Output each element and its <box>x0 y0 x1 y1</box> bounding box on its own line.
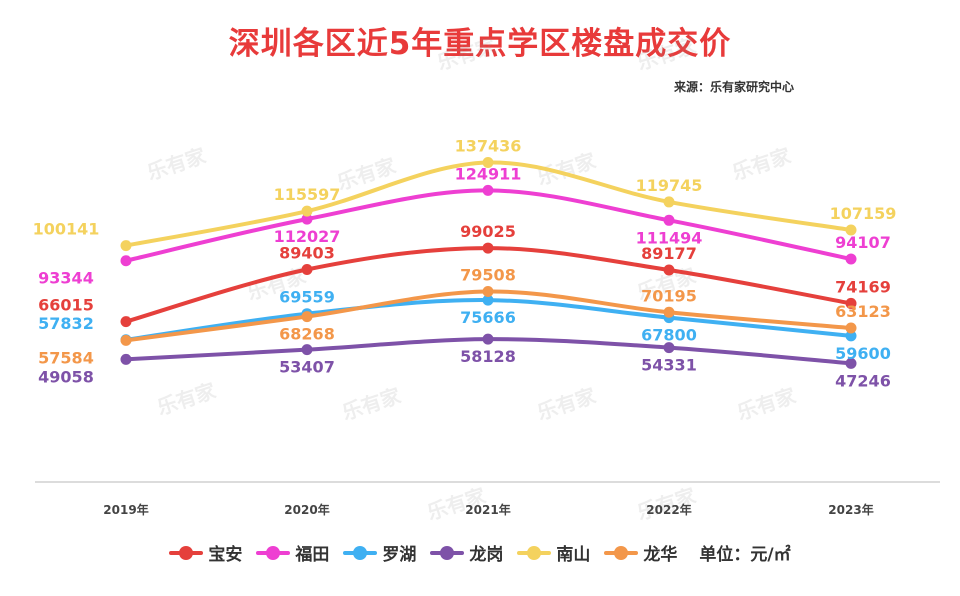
data-label-福田: 124911 <box>455 164 522 183</box>
watermark-text: 乐有家 <box>734 383 799 425</box>
legend-label: 龙岗 <box>469 545 504 565</box>
watermark-text: 乐有家 <box>334 153 399 195</box>
data-label-宝安: 99025 <box>460 222 516 241</box>
data-label-南山: 137436 <box>455 137 522 156</box>
data-point-宝安 <box>120 316 132 328</box>
legend-swatch <box>256 545 291 560</box>
watermark-text: 乐有家 <box>144 143 209 185</box>
watermark-text: 乐有家 <box>729 143 794 185</box>
unit-label: 单位：元/㎡ <box>699 545 791 565</box>
legend-item-宝安: 宝安 <box>169 540 242 565</box>
legend-label: 南山 <box>556 545 591 565</box>
data-point-龙岗 <box>482 333 494 345</box>
legend-swatch <box>430 545 465 560</box>
data-label-福田: 112027 <box>274 227 341 246</box>
data-label-福田: 94107 <box>835 233 891 252</box>
data-point-南山 <box>301 205 313 217</box>
legend-item-福田: 福田 <box>256 540 329 565</box>
data-label-龙华: 63123 <box>835 302 891 321</box>
data-point-龙岗 <box>663 342 675 354</box>
data-label-南山: 107159 <box>830 204 897 223</box>
data-point-福田 <box>482 184 494 196</box>
legend-item-龙岗: 龙岗 <box>430 540 503 565</box>
data-label-罗湖: 69559 <box>279 288 335 307</box>
data-label-龙岗: 47246 <box>835 371 891 390</box>
data-point-福田 <box>120 255 132 267</box>
data-label-福田: 111494 <box>636 228 703 247</box>
data-label-宝安: 89403 <box>279 243 335 262</box>
legend-label: 龙华 <box>643 545 678 565</box>
data-point-龙岗 <box>120 353 132 365</box>
x-tick-label: 2022年 <box>646 502 691 517</box>
data-label-龙华: 79508 <box>460 266 516 285</box>
data-point-龙岗 <box>845 357 857 369</box>
data-label-南山: 115597 <box>274 185 341 204</box>
data-point-南山 <box>120 240 132 252</box>
data-point-龙华 <box>301 311 313 323</box>
data-point-福田 <box>301 213 313 225</box>
legend-swatch <box>169 545 204 560</box>
data-label-罗湖: 57832 <box>38 314 94 333</box>
legend-swatch <box>517 545 552 560</box>
data-point-罗湖 <box>845 330 857 342</box>
data-point-罗湖 <box>482 294 494 306</box>
data-point-南山 <box>845 224 857 236</box>
data-label-宝安: 74169 <box>835 277 891 296</box>
data-label-龙华: 70195 <box>641 286 697 305</box>
data-label-龙华: 68268 <box>279 325 335 344</box>
data-label-宝安: 66015 <box>38 296 94 315</box>
data-label-福田: 93344 <box>38 269 94 288</box>
data-point-龙华 <box>663 306 675 318</box>
data-label-罗湖: 67800 <box>641 326 697 345</box>
x-tick-label: 2019年 <box>103 502 148 517</box>
x-tick-label: 2020年 <box>284 502 329 517</box>
data-point-宝安 <box>301 263 313 275</box>
legend-item-南山: 南山 <box>517 540 590 565</box>
source-note: 来源：乐有家研究中心 <box>673 80 794 94</box>
data-point-宝安 <box>663 264 675 276</box>
data-point-龙华 <box>120 334 132 346</box>
data-point-龙华 <box>482 286 494 298</box>
watermark-text: 乐有家 <box>434 33 499 75</box>
x-tick-label: 2021年 <box>465 502 510 517</box>
chart-title: 深圳各区近5年重点学区楼盘成交价 <box>228 26 732 62</box>
legend-item-龙华: 龙华 <box>604 540 677 565</box>
data-point-南山 <box>482 157 494 169</box>
watermark-text: 乐有家 <box>339 383 404 425</box>
watermark-text: 乐有家 <box>534 383 599 425</box>
data-label-南山: 119745 <box>636 176 703 195</box>
data-point-宝安 <box>482 242 494 254</box>
data-label-罗湖: 59600 <box>835 344 891 363</box>
data-label-宝安: 89177 <box>641 244 697 263</box>
data-point-龙岗 <box>301 344 313 356</box>
data-point-福田 <box>845 253 857 265</box>
data-label-龙岗: 58128 <box>460 347 516 366</box>
data-point-宝安 <box>845 297 857 309</box>
data-point-福田 <box>663 214 675 226</box>
data-label-龙华: 57584 <box>38 348 94 367</box>
data-point-南山 <box>663 196 675 208</box>
data-label-龙岗: 54331 <box>641 356 697 375</box>
data-label-龙岗: 49058 <box>38 367 94 386</box>
x-tick-label: 2023年 <box>828 502 873 517</box>
legend-swatch <box>604 545 639 560</box>
data-point-龙华 <box>845 322 857 334</box>
legend-label: 福田 <box>295 545 330 565</box>
watermark-text: 乐有家 <box>634 33 699 75</box>
legend: 宝安 福田 罗湖 龙岗 南山 龙华 单位：元/㎡ <box>0 540 960 565</box>
legend-swatch <box>343 545 378 560</box>
watermark-text: 乐有家 <box>154 378 219 420</box>
data-label-龙岗: 53407 <box>279 358 335 377</box>
legend-item-罗湖: 罗湖 <box>343 540 416 565</box>
legend-label: 罗湖 <box>382 545 417 565</box>
data-label-南山: 100141 <box>33 220 100 239</box>
data-label-罗湖: 75666 <box>460 308 516 327</box>
legend-label: 宝安 <box>208 545 243 565</box>
